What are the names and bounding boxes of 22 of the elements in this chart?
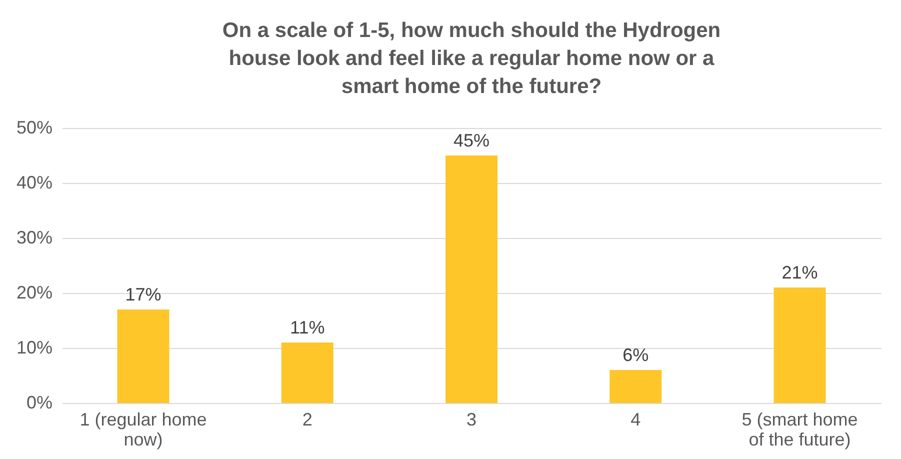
data-label: 21% [782,262,818,282]
data-label: 11% [290,318,325,338]
x-tick-label: 3 [466,410,477,430]
y-tick-label: 0% [26,392,52,412]
y-tick-label: 40% [16,172,52,192]
chart-title: On a scale of 1-5, how much should the Hydrogen house look and feel like a regular home now or a smart home of the future? [222,19,721,98]
bar [446,156,498,403]
bar [117,310,170,403]
x-tick-label: 5 (smart home of the future) [742,410,858,450]
x-tick-label: 4 [630,410,641,430]
x-tick-label: 2 [302,410,312,430]
y-tick-label: 50% [16,118,52,138]
y-tick-label: 10% [16,338,52,358]
data-label: 45% [453,130,490,150]
x-tick-label: 1 (regular home now) [80,410,207,450]
bar [281,342,334,403]
data-label: 17% [125,284,162,304]
data-label: 6% [622,345,649,365]
y-tick-label: 20% [16,282,52,302]
bar [774,288,826,403]
y-tick-label: 30% [16,228,52,248]
bar [610,370,662,403]
